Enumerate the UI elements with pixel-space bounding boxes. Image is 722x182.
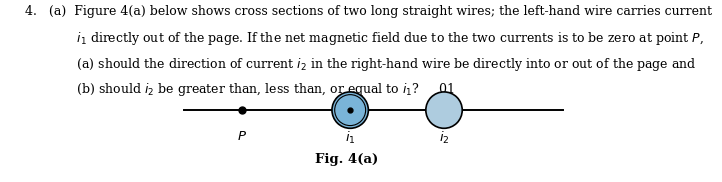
- Text: $i_1$ directly out of the page. If the net magnetic field due to the two current: $i_1$ directly out of the page. If the n…: [25, 30, 704, 47]
- Ellipse shape: [426, 92, 462, 128]
- Text: (b) should $i_2$ be greater than, less than, or equal to $i_1$?     01: (b) should $i_2$ be greater than, less t…: [25, 81, 455, 98]
- Text: 4.   (a)  Figure 4(a) below shows cross sections of two long straight wires; the: 4. (a) Figure 4(a) below shows cross sec…: [25, 5, 713, 17]
- Ellipse shape: [332, 92, 368, 128]
- Text: $i_1$: $i_1$: [345, 130, 355, 146]
- Text: $i_2$: $i_2$: [439, 130, 449, 146]
- Text: (a) should the direction of current $i_2$ in the right-hand wire be directly int: (a) should the direction of current $i_2…: [25, 56, 697, 72]
- Text: Fig. 4(a): Fig. 4(a): [315, 153, 378, 166]
- Text: $P$: $P$: [237, 130, 247, 143]
